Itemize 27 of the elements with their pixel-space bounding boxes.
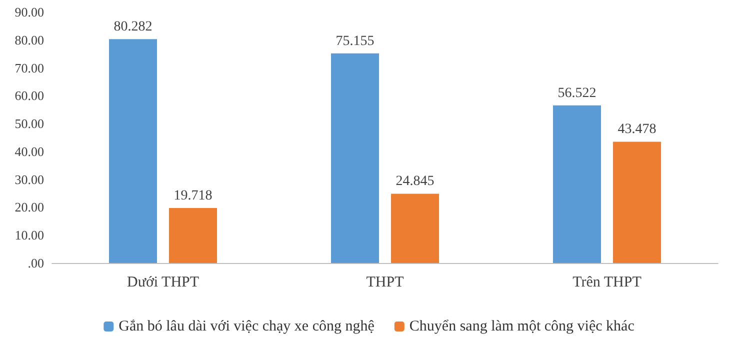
y-tick-label: .00 xyxy=(28,256,44,270)
bar xyxy=(331,53,379,263)
data-label: 80.282 xyxy=(114,20,152,35)
bar xyxy=(613,142,661,263)
data-label: 43.478 xyxy=(618,122,656,138)
y-tick-label: 30.00 xyxy=(14,172,44,187)
legend-label: Chuyển sang làm một công việc khác xyxy=(409,318,635,334)
x-tick-label: Dưới THPT xyxy=(126,274,200,290)
y-tick-label: 80.00 xyxy=(14,32,44,48)
x-tick-label: THPT xyxy=(366,274,404,290)
data-label: 19.718 xyxy=(174,188,212,204)
data-label: 24.845 xyxy=(396,174,434,190)
data-label: 75.155 xyxy=(336,34,374,49)
bar xyxy=(391,194,439,263)
bar xyxy=(553,105,601,263)
y-tick-label: 70.00 xyxy=(14,60,44,76)
y-tick-label: 40.00 xyxy=(14,144,44,159)
bar xyxy=(109,39,157,263)
y-tick-label: 50.00 xyxy=(14,116,44,132)
bar xyxy=(169,208,217,263)
y-tick-label: 20.00 xyxy=(14,200,44,215)
y-tick-label: 90.00 xyxy=(14,4,44,20)
legend-label: Gắn bó lâu dài với việc chạy xe công nghệ xyxy=(118,318,375,334)
data-label: 56.522 xyxy=(558,86,596,101)
x-tick-label: Trên THPT xyxy=(572,274,642,290)
y-tick-label: 60.00 xyxy=(14,88,44,104)
y-tick-label: 10.00 xyxy=(14,228,44,243)
